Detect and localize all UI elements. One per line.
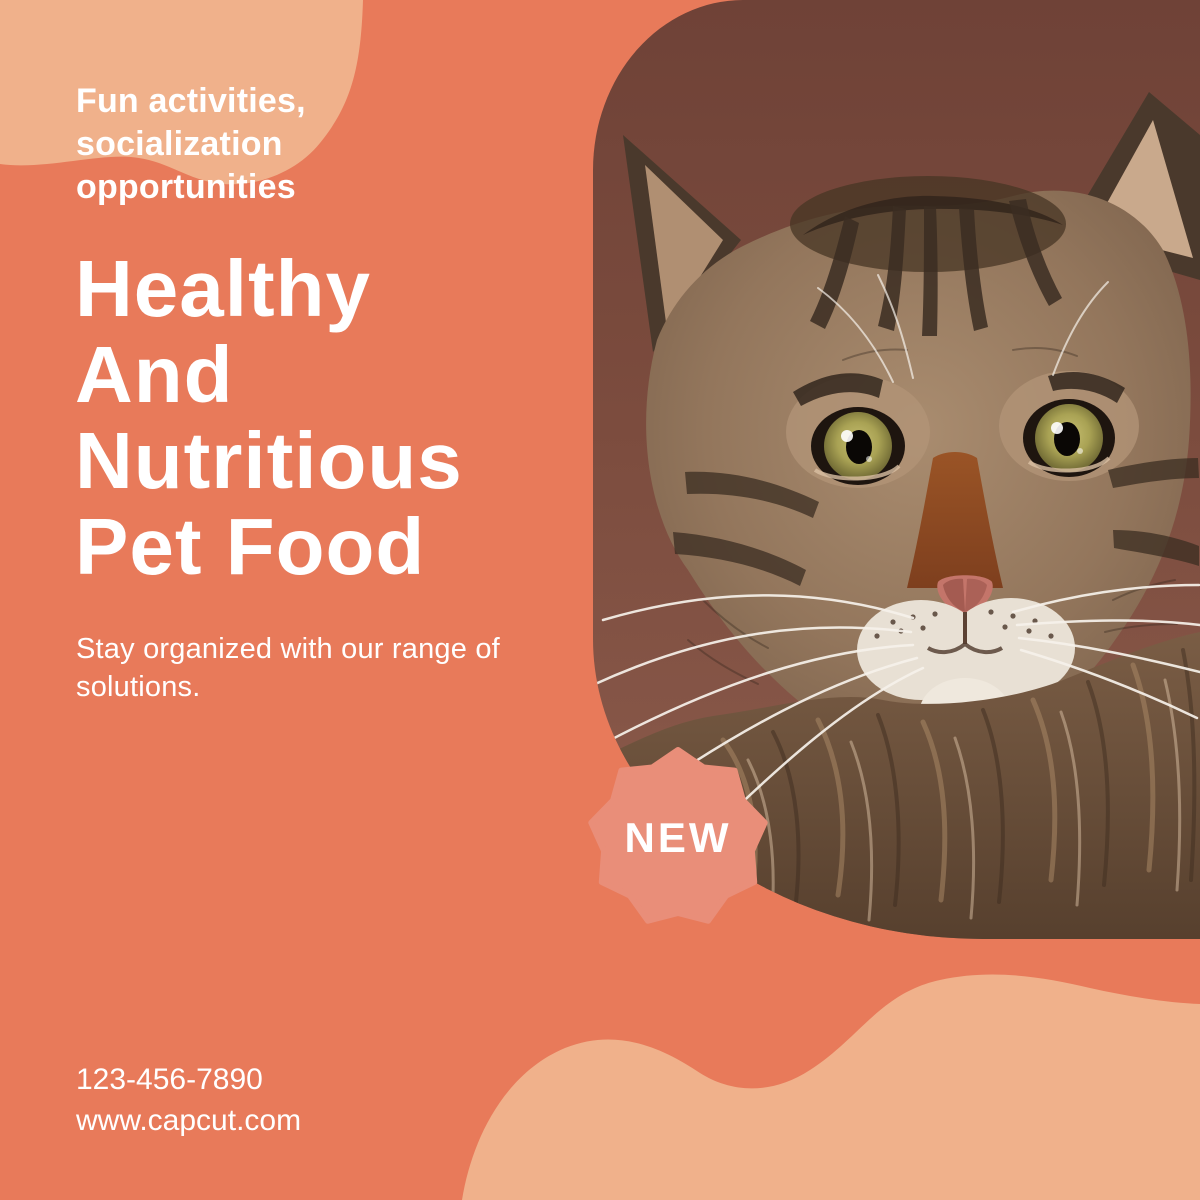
- cat-photo: [593, 0, 1200, 939]
- subheading-line: Stay organized with our range of: [76, 633, 500, 665]
- tagline-line: opportunities: [76, 168, 296, 206]
- heading-line: And: [75, 330, 234, 419]
- contact-info: 123-456-7890 www.capcut.com: [76, 1059, 301, 1141]
- eyebrow-whiskers: [817, 274, 1109, 383]
- cheek-stripes: [673, 458, 1199, 586]
- page-title: Healthy And Nutritious Pet Food: [75, 246, 463, 590]
- tagline-line: Fun activities,: [76, 82, 306, 120]
- nose-bridge: [907, 452, 1003, 588]
- heading-line: Nutritious: [75, 416, 463, 505]
- phone-number: 123-456-7890: [76, 1063, 263, 1096]
- badge-star-icon: [588, 747, 768, 924]
- cat-right-eye: [1023, 399, 1115, 477]
- heading-line: Pet Food: [75, 502, 426, 591]
- subheading: Stay organized with our range of solutio…: [76, 630, 500, 706]
- new-badge: NEW: [583, 743, 773, 933]
- cat-illustration: [593, 0, 1200, 939]
- subheading-line: solutions.: [76, 671, 201, 703]
- badge-label: NEW: [624, 814, 732, 861]
- tagline-line: socialization: [76, 125, 283, 163]
- heading-line: Healthy: [75, 244, 371, 333]
- cat-left-eye: [811, 407, 905, 485]
- forehead-stripes: [810, 199, 1062, 336]
- tagline: Fun activities, socialization opportunit…: [76, 80, 306, 209]
- website-url: www.capcut.com: [76, 1104, 302, 1137]
- bottom-right-blob-shape: [462, 974, 1200, 1200]
